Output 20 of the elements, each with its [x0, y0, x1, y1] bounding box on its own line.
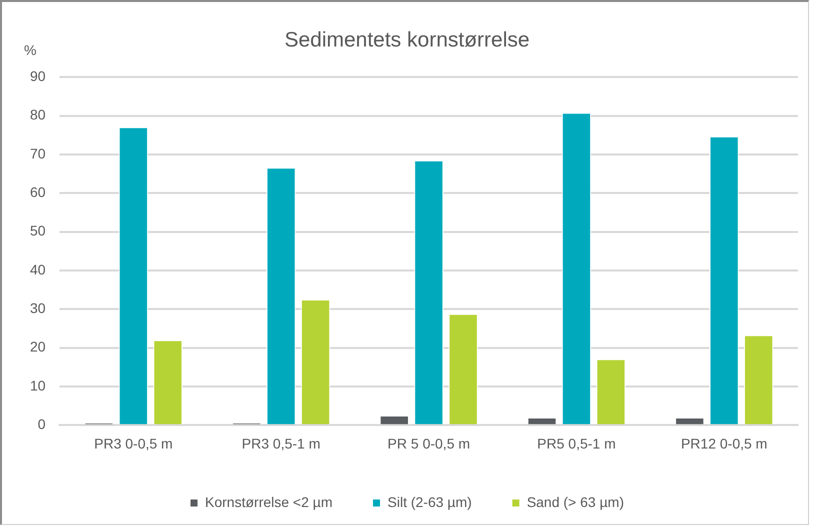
x-tick-label: PR 5 0-0,5 m — [388, 435, 470, 452]
y-tick-label: 50 — [30, 222, 46, 239]
legend-label: Kornstørrelse <2 µm — [205, 494, 333, 510]
legend-label: Silt (2-63 µm) — [388, 494, 472, 510]
x-tick-label: PR3 0,5-1 m — [242, 435, 320, 452]
y-tick-label: 0 — [38, 416, 46, 432]
y-tick-label: 90 — [30, 68, 46, 84]
y-tick-label: 20 — [30, 338, 46, 355]
y-tick-label: 80 — [30, 106, 46, 123]
x-tick-label: PR3 0-0,5 m — [94, 435, 173, 452]
y-axis-title: % — [24, 42, 36, 58]
x-tick-label: PR5 0,5-1 m — [537, 435, 616, 452]
y-tick-label: 30 — [30, 300, 46, 316]
y-tick-label: 10 — [30, 377, 46, 394]
x-tick-label: PR12 0-0,5 m — [680, 435, 768, 452]
chart-title: Sedimentets kornstørrelse — [284, 28, 530, 52]
y-tick-label: 40 — [30, 261, 46, 278]
y-tick-label: 70 — [30, 145, 46, 162]
legend-label: Sand (> 63 µm) — [526, 494, 624, 510]
y-tick-label: 60 — [30, 184, 46, 200]
